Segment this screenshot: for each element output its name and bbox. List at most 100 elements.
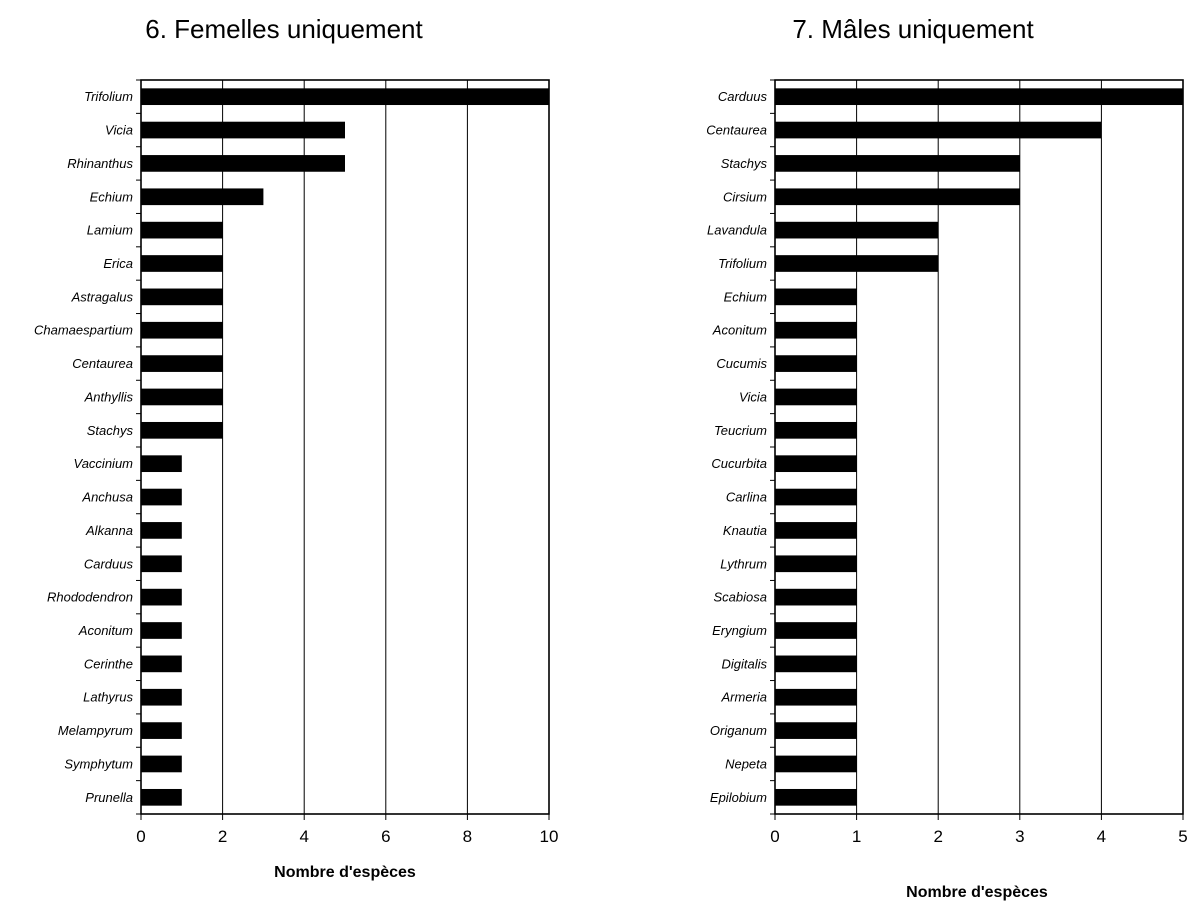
bar-females-astragalus [141,288,223,306]
x-tick-label-females-4: 8 [463,827,472,846]
bar-females-cerinthe [141,655,182,673]
x-tick-label-males-2: 2 [933,827,942,846]
bar-females-rhododendron [141,588,182,606]
bar-males-echium [775,288,857,306]
x-tick-label-males-1: 1 [852,827,861,846]
bar-males-stachys [775,155,1020,172]
category-label-males-stachys: Stachys [721,156,768,171]
bar-females-melampyrum [141,722,182,739]
category-label-males-origanum: Origanum [710,723,767,738]
x-tick-label-males-5: 5 [1178,827,1187,846]
category-label-males-centaurea: Centaurea [706,123,767,138]
category-label-males-eryngium: Eryngium [712,623,767,638]
bar-females-anthyllis [141,388,223,406]
category-label-females-vicia: Vicia [105,123,133,138]
bar-females-symphytum [141,755,182,773]
bar-males-teucrium [775,421,857,439]
category-label-females-aconitum: Aconitum [78,623,133,638]
category-label-females-vaccinium: Vaccinium [74,456,134,471]
category-label-males-lavandula: Lavandula [707,223,767,238]
category-label-females-stachys: Stachys [87,423,134,438]
category-label-males-digitalis: Digitalis [721,656,767,671]
chart-title-females: 6. Femelles uniquement [145,14,423,44]
bar-females-prunella [141,788,182,806]
category-label-males-cucurbita: Cucurbita [711,456,767,471]
bar-females-vaccinium [141,455,182,473]
bar-females-trifolium [141,88,549,106]
bar-females-erica [141,255,223,272]
category-label-males-nepeta: Nepeta [725,756,767,771]
category-label-males-cirsium: Cirsium [723,189,767,204]
bar-females-alkanna [141,522,182,539]
category-label-females-cerinthe: Cerinthe [84,656,133,671]
category-label-females-melampyrum: Melampyrum [58,723,133,738]
bar-males-epilobium [775,788,857,806]
bar-females-lathyrus [141,688,182,706]
bar-males-centaurea [775,121,1102,139]
category-label-females-carduus: Carduus [84,556,134,571]
x-tick-label-males-3: 3 [1015,827,1024,846]
category-label-females-centaurea: Centaurea [72,356,133,371]
x-tick-label-females-1: 2 [218,827,227,846]
bar-females-aconitum [141,622,182,639]
chart-title-males: 7. Mâles uniquement [792,14,1034,44]
category-label-females-prunella: Prunella [85,790,133,805]
x-tick-label-males-0: 0 [770,827,779,846]
bar-males-cucumis [775,355,857,372]
x-tick-label-females-5: 10 [540,827,559,846]
category-label-females-chamaespartium: Chamaespartium [34,323,133,338]
bar-males-knautia [775,522,857,539]
category-label-males-trifolium: Trifolium [718,256,767,271]
category-label-males-cucumis: Cucumis [716,356,767,371]
bar-males-trifolium [775,255,939,272]
x-tick-label-females-2: 4 [299,827,308,846]
category-label-females-erica: Erica [103,256,133,271]
category-label-females-anchusa: Anchusa [81,490,133,505]
bar-males-armeria [775,688,857,706]
bar-females-lamium [141,221,223,239]
category-label-females-echium: Echium [90,189,134,204]
category-label-males-scabiosa: Scabiosa [714,590,767,605]
bar-males-lythrum [775,555,857,573]
category-label-males-vicia: Vicia [739,389,767,404]
x-tick-label-males-4: 4 [1097,827,1106,846]
bar-males-aconitum [775,321,857,339]
bar-males-cirsium [775,188,1020,206]
bar-males-vicia [775,388,857,406]
category-label-males-echium: Echium [724,289,768,304]
category-label-males-epilobium: Epilobium [710,790,767,805]
plot-males: 0 1 2 3 4 5 Carduus Centaurea Stachys Cirsium Lava… [706,79,1188,846]
category-label-females-symphytum: Symphytum [64,756,133,771]
category-label-males-aconitum: Aconitum [712,323,767,338]
category-label-males-armeria: Armeria [720,690,767,705]
category-label-females-lathyrus: Lathyrus [83,690,133,705]
category-label-males-carlina: Carlina [726,490,767,505]
bar-males-nepeta [775,755,857,773]
category-label-males-lythrum: Lythrum [720,556,767,571]
bar-males-scabiosa [775,588,857,606]
bar-males-digitalis [775,655,857,673]
bar-males-cucurbita [775,455,857,473]
x-tick-label-females-0: 0 [136,827,145,846]
bar-males-carduus [775,88,1183,106]
category-label-females-alkanna: Alkanna [85,523,133,538]
bar-females-anchusa [141,488,182,506]
category-label-females-trifolium: Trifolium [84,89,133,104]
bar-females-chamaespartium [141,321,223,339]
category-label-males-knautia: Knautia [723,523,767,538]
bar-females-stachys [141,421,223,439]
bar-females-carduus [141,555,182,573]
category-label-males-teucrium: Teucrium [714,423,767,438]
bar-females-rhinanthus [141,155,345,172]
category-label-females-rhododendron: Rhododendron [47,590,133,605]
bar-males-lavandula [775,221,939,239]
x-tick-label-females-3: 6 [381,827,390,846]
category-label-females-astragalus: Astragalus [71,289,134,304]
bar-males-carlina [775,488,857,506]
bar-males-origanum [775,722,857,739]
category-label-females-rhinanthus: Rhinanthus [67,156,133,171]
bar-males-eryngium [775,622,857,639]
category-label-females-anthyllis: Anthyllis [84,389,134,404]
bar-females-echium [141,188,264,206]
